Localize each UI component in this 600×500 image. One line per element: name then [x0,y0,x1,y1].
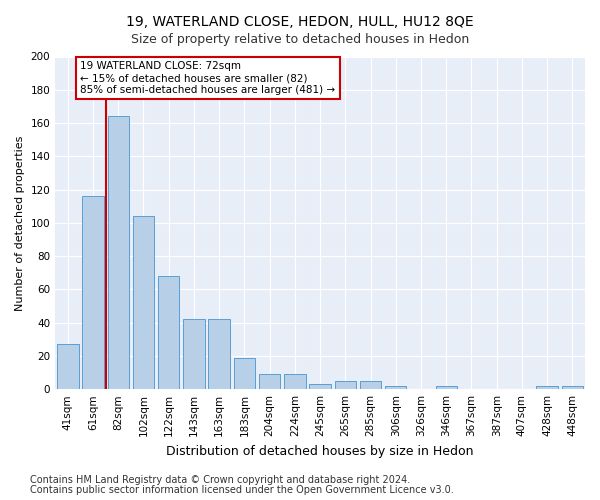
Bar [82,196,104,389]
Text: Contains public sector information licensed under the Open Government Licence v3: Contains public sector information licen… [30,485,454,495]
Bar [536,386,558,389]
Bar [310,384,331,389]
Bar [562,386,583,389]
Bar [57,344,79,389]
Bar [259,374,280,389]
Bar [335,381,356,389]
Bar [436,386,457,389]
Text: Contains HM Land Registry data © Crown copyright and database right 2024.: Contains HM Land Registry data © Crown c… [30,475,410,485]
Bar [208,320,230,389]
Bar [107,116,129,389]
X-axis label: Distribution of detached houses by size in Hedon: Distribution of detached houses by size … [166,444,474,458]
Text: Size of property relative to detached houses in Hedon: Size of property relative to detached ho… [131,32,469,46]
Bar [133,216,154,389]
Text: 19, WATERLAND CLOSE, HEDON, HULL, HU12 8QE: 19, WATERLAND CLOSE, HEDON, HULL, HU12 8… [126,15,474,29]
Y-axis label: Number of detached properties: Number of detached properties [15,135,25,310]
Bar [233,358,255,389]
Bar [158,276,179,389]
Bar [183,320,205,389]
Text: 19 WATERLAND CLOSE: 72sqm
← 15% of detached houses are smaller (82)
85% of semi-: 19 WATERLAND CLOSE: 72sqm ← 15% of detac… [80,62,335,94]
Bar [360,381,381,389]
Bar [385,386,406,389]
Bar [284,374,305,389]
